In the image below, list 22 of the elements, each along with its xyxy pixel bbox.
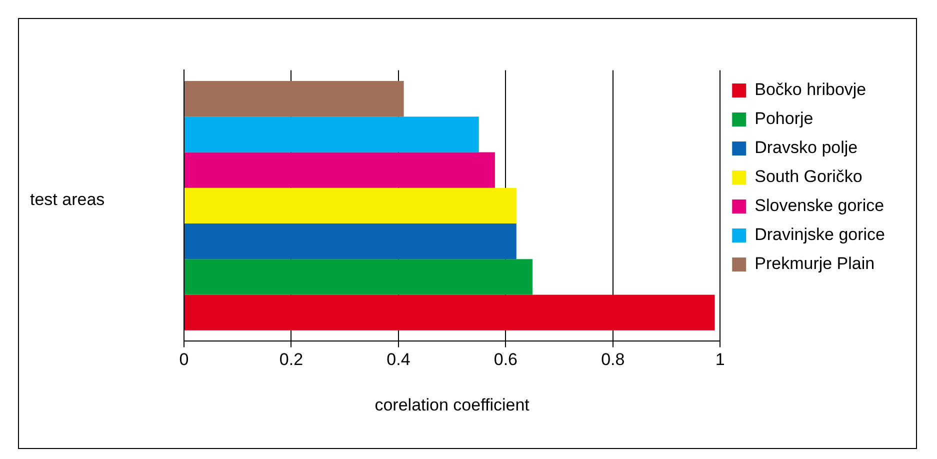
bar	[184, 224, 516, 260]
y-axis-title: test areas	[30, 190, 105, 210]
bar	[184, 81, 404, 117]
bar	[184, 259, 532, 295]
bar	[184, 152, 495, 188]
x-tick-label: 0.2	[279, 350, 304, 370]
bar	[184, 294, 715, 330]
x-tick-label: 0.8	[601, 350, 625, 370]
x-tick-label: 0	[179, 350, 189, 370]
bar	[184, 188, 516, 224]
legend-label: Prekmurje Plain	[754, 254, 875, 274]
legend-label: Slovenske gorice	[754, 196, 884, 216]
legend-label: Dravsko polje	[754, 138, 858, 158]
x-axis-title: corelation coefficient	[374, 395, 530, 414]
legend-label: South Goričko	[754, 167, 862, 186]
x-tick-label: 1	[715, 350, 725, 370]
legend-label: Bočko hribovje	[754, 80, 866, 100]
legend-label: Dravinjske gorice	[754, 225, 886, 244]
x-tick-label: 0.6	[494, 350, 518, 370]
legend-label: Pohorje	[754, 109, 814, 128]
x-tick-label: 0.4	[386, 350, 410, 370]
bar	[184, 116, 479, 152]
